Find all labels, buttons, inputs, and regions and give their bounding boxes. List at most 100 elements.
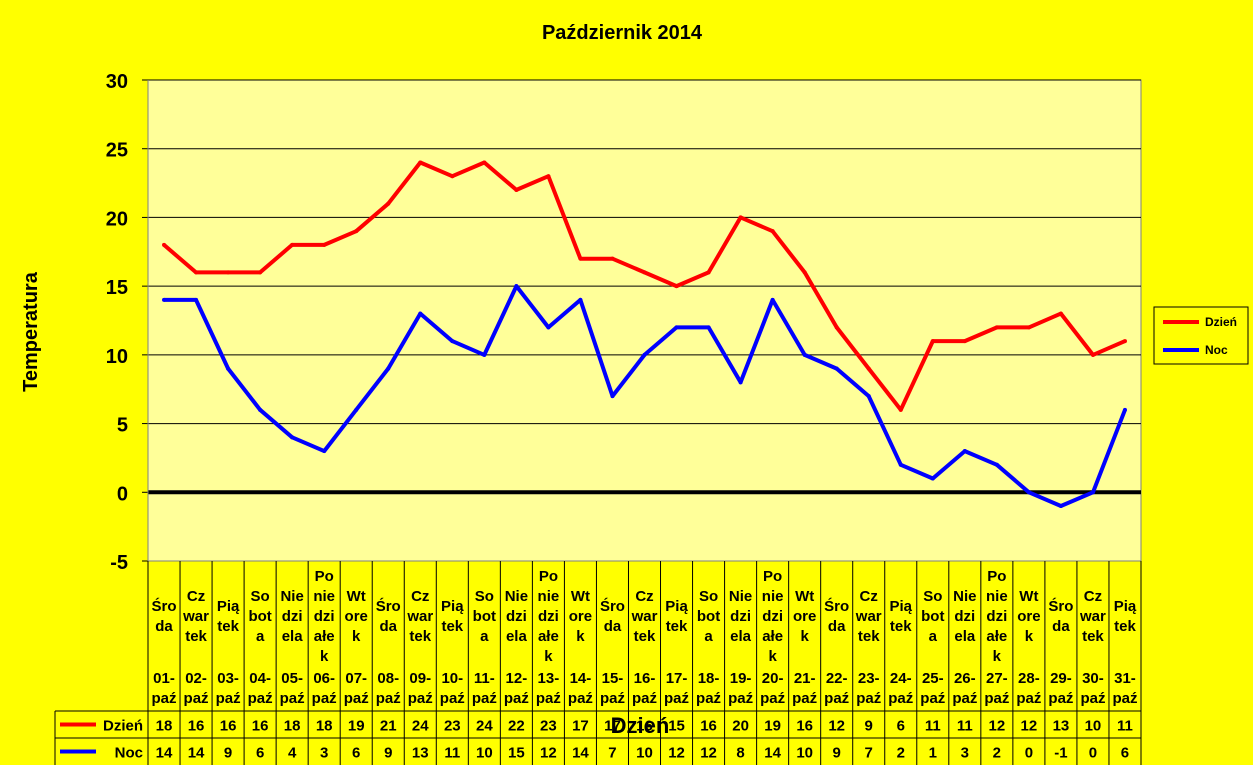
data-point	[450, 174, 455, 179]
table-value: 18	[316, 718, 333, 735]
category-date-label: paź	[728, 690, 753, 707]
category-date-label: 31-	[1114, 670, 1136, 687]
category-day-label: Cz	[635, 588, 653, 605]
table-value: 18	[156, 718, 173, 735]
y-tick-label: -5	[110, 552, 128, 574]
table-value: 24	[476, 718, 493, 735]
category-day-label: k	[1025, 628, 1034, 645]
category-day-label: ore	[1017, 608, 1040, 625]
category-day-label: nie	[986, 588, 1008, 605]
category-date-label: 19-	[730, 670, 752, 687]
category-date-label: 04-	[249, 670, 271, 687]
category-day-label: Cz	[187, 588, 205, 605]
category-day-label: tek	[409, 628, 431, 645]
category-day-label: k	[544, 648, 553, 665]
x-axis-label: Dzień	[611, 713, 670, 738]
category-date-label: 06-	[313, 670, 335, 687]
category-day-label: Cz	[860, 588, 878, 605]
data-point	[610, 394, 615, 399]
category-date-label: 21-	[794, 670, 816, 687]
category-day-label: So	[923, 588, 942, 605]
category-day-label: So	[699, 588, 718, 605]
table-value: 0	[1025, 745, 1033, 762]
table-value: 21	[380, 718, 397, 735]
data-point	[578, 297, 583, 302]
data-point	[610, 256, 615, 261]
category-date-label: 29-	[1050, 670, 1072, 687]
data-point	[866, 366, 871, 371]
table-value: 17	[604, 718, 621, 735]
data-point	[930, 339, 935, 344]
data-point	[450, 339, 455, 344]
table-value: 10	[636, 745, 653, 762]
table-value: 16	[188, 718, 205, 735]
category-date-label: paź	[504, 690, 529, 707]
category-day-label: bot	[921, 608, 944, 625]
category-date-label: paź	[408, 690, 433, 707]
category-day-label: dzi	[314, 608, 335, 625]
category-date-label: paź	[792, 690, 817, 707]
data-point	[802, 270, 807, 275]
category-date-label: 16-	[634, 670, 656, 687]
data-point	[386, 366, 391, 371]
category-day-label: So	[475, 588, 494, 605]
table-value: 17	[572, 718, 589, 735]
data-point	[354, 229, 359, 234]
category-date-label: paź	[568, 690, 593, 707]
category-date-label: paź	[472, 690, 497, 707]
table-value: 14	[764, 745, 781, 762]
category-day-label: tek	[1114, 618, 1136, 635]
category-day-label: Cz	[411, 588, 429, 605]
category-day-label: ela	[730, 628, 752, 645]
table-value: 10	[476, 745, 493, 762]
category-day-label: Po	[987, 568, 1006, 585]
category-date-label: paź	[1112, 690, 1137, 707]
table-value: 14	[188, 745, 205, 762]
category-day-label: war	[1079, 608, 1106, 625]
category-day-label: ela	[954, 628, 976, 645]
category-date-label: paź	[184, 690, 209, 707]
y-tick-labels: -5 0 5 10 15 20 25 30	[106, 71, 128, 574]
data-point	[898, 407, 903, 412]
category-day-label: Śro	[600, 597, 625, 615]
category-date-label: 12-	[506, 670, 528, 687]
category-day-label: war	[182, 608, 209, 625]
table-value: 24	[412, 718, 429, 735]
category-date-label: 07-	[345, 670, 367, 687]
data-point	[258, 407, 263, 412]
category-day-label: war	[406, 608, 433, 625]
table-value: -1	[1054, 745, 1067, 762]
category-day-label: war	[631, 608, 658, 625]
data-point	[546, 325, 551, 330]
category-day-label: Wt	[1019, 588, 1038, 605]
category-day-label: Wt	[795, 588, 814, 605]
category-date-label: paź	[1016, 690, 1041, 707]
category-date-label: paź	[984, 690, 1009, 707]
data-point	[866, 394, 871, 399]
category-day-label: Wt	[571, 588, 590, 605]
category-date-label: 02-	[185, 670, 207, 687]
table-value: 6	[256, 745, 264, 762]
table-value: 20	[732, 718, 749, 735]
table-value: 23	[444, 718, 461, 735]
chart-title: Październik 2014	[542, 22, 703, 44]
category-day-label: k	[576, 628, 585, 645]
category-date-label: 14-	[570, 670, 592, 687]
legend-label: Dzień	[1205, 315, 1237, 329]
category-day-label: war	[855, 608, 882, 625]
category-date-label: paź	[312, 690, 337, 707]
category-day-label: dzi	[538, 608, 559, 625]
table-value: 11	[444, 745, 460, 762]
data-point	[738, 380, 743, 385]
category-day-label: a	[929, 628, 938, 645]
data-point	[802, 352, 807, 357]
table-value: 11	[925, 718, 941, 735]
category-date-label: paź	[888, 690, 913, 707]
data-point	[1122, 407, 1127, 412]
category-date-label: 08-	[377, 670, 399, 687]
category-day-label: da	[379, 618, 397, 635]
plot-area	[147, 79, 1142, 562]
data-point	[258, 270, 263, 275]
category-date-label: paź	[824, 690, 849, 707]
